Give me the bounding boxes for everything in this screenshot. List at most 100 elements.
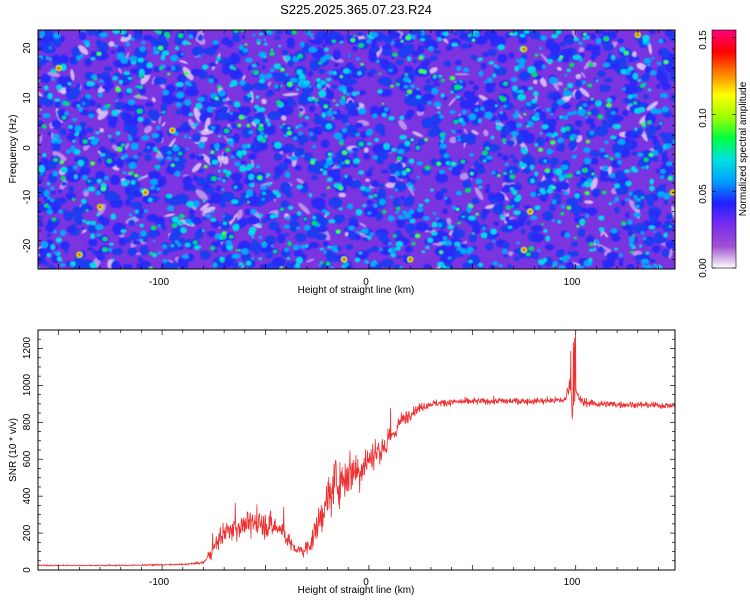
spectrogram-speckle (180, 103, 191, 117)
spectrogram-speckle (430, 188, 434, 192)
spectrogram-speckle (570, 129, 581, 136)
spectrogram-speckle (193, 217, 203, 225)
spectrogram-speckle (358, 43, 364, 48)
spectrogram-speckle (294, 164, 302, 171)
spectrogram-speckle (249, 200, 258, 207)
spectrogram-speckle (433, 74, 438, 78)
spectrogram-speckle (647, 63, 651, 67)
spectrogram-speckle (435, 217, 440, 220)
spectrogram-speckle (108, 247, 113, 252)
spectrogram-speckle (412, 131, 424, 138)
spectrogram-speckle (476, 167, 486, 174)
spectrogram-speckle (51, 120, 62, 128)
spectrogram-speckle (48, 46, 52, 50)
spectrogram-speckle (217, 57, 221, 61)
spectrogram-speckle (238, 262, 243, 266)
spectrogram-speckle (38, 222, 44, 227)
spectrogram-speckle (109, 152, 118, 159)
spectrogram-speckle (170, 54, 179, 62)
spectrogram-speckle (158, 30, 162, 34)
spectrogram-speckle (420, 38, 425, 42)
spectrogram-speckle (297, 53, 303, 59)
spectrogram-speckle (159, 66, 164, 71)
spectrogram-speckle (516, 122, 523, 128)
spectrogram-speckle (495, 120, 500, 124)
spectrogram-speckle (410, 138, 414, 142)
spectrogram-speckle (457, 221, 461, 225)
spectrogram-speckle (409, 218, 416, 224)
spectrogram-speckle (468, 33, 472, 37)
colorbar-tick-label: 0.00 (698, 258, 709, 278)
spectrogram-speckle (509, 32, 513, 36)
spectrogram-speckle (68, 185, 74, 194)
spectrogram-speckle (222, 98, 226, 102)
spectrogram-speckle (234, 161, 241, 167)
spectrogram-speckle (322, 43, 327, 48)
spectrogram-speckle (167, 151, 172, 155)
spectrogram-speckle (365, 170, 373, 177)
spectrogram-speckle (285, 30, 293, 35)
spectrogram-speckle (238, 249, 241, 252)
spectrogram-speckle (39, 133, 43, 144)
spectrogram-speckle (230, 123, 236, 129)
spectrogram-speckle (323, 250, 327, 255)
spectrogram-speckle (614, 196, 619, 203)
spectrogram-speckle (636, 62, 647, 71)
spectrogram-speckle (214, 143, 220, 150)
spectrogram-speckle (179, 213, 185, 219)
spectrogram-speckle (304, 244, 309, 248)
spectrogram-speckle (129, 55, 138, 62)
spectrogram-speckle (197, 228, 203, 233)
spectrogram-speckle (399, 134, 407, 140)
spectrogram-speckle (141, 265, 149, 269)
spectrogram-speckle (609, 156, 614, 161)
spectrogram-speckle (282, 92, 299, 96)
spectrogram-speckle (366, 128, 373, 134)
spectrogram-speckle (458, 117, 464, 123)
spectrogram-speckle (81, 226, 85, 231)
spectrogram-speckle (151, 97, 156, 103)
spectrogram-speckle (370, 245, 379, 252)
spectrogram-speckle (417, 105, 425, 113)
spectrogram-speckle (438, 169, 445, 175)
colorbar-label: Normalized spectral amplitude (738, 81, 749, 216)
spectrogram-peak (78, 253, 81, 256)
spectrogram-speckle (586, 35, 590, 40)
spectrogram-speckle (497, 53, 508, 64)
spectrogram-speckle (96, 170, 106, 181)
spectrogram-speckle (74, 174, 78, 180)
spectrogram-speckle (360, 62, 364, 66)
spectrogram-speckle (578, 106, 583, 110)
spectrogram-speckle (617, 38, 624, 44)
spectrogram-speckle (339, 141, 344, 146)
spectrogram-speckle (153, 66, 161, 73)
spectrogram-speckle (635, 197, 642, 202)
spectrogram-speckle (38, 255, 46, 265)
spectrogram-speckle (233, 133, 240, 141)
spectrogram-speckle (143, 35, 154, 41)
spectrogram-speckle (99, 146, 106, 153)
spectrogram-speckle (511, 137, 515, 140)
spectrogram-speckle (669, 72, 675, 82)
spectrogram-speckle (351, 147, 360, 153)
spectrogram-speckle (74, 125, 82, 132)
spectrogram-speckle (87, 247, 94, 251)
spectrogram-speckle (325, 261, 331, 266)
spectrogram-speckle (128, 213, 133, 217)
spectrogram-speckle (170, 244, 174, 248)
spectrogram-speckle (85, 209, 89, 212)
spectrogram-speckle (392, 234, 397, 238)
spectrogram-speckle (410, 84, 416, 89)
spectrogram-speckle (562, 174, 569, 179)
spectrogram-speckle (403, 43, 415, 54)
spectrogram-speckle (541, 124, 549, 130)
spectrogram-speckle (131, 136, 140, 143)
spectrogram-speckle (435, 173, 448, 183)
spectrogram-speckle (564, 232, 571, 239)
spectrogram-speckle (57, 256, 62, 262)
spectrogram-speckle (473, 84, 479, 91)
spectrogram-speckle (265, 30, 271, 33)
spectrogram-speckle (67, 82, 72, 86)
spectrogram-speckle (503, 104, 508, 108)
spectrogram-speckle (660, 175, 665, 180)
